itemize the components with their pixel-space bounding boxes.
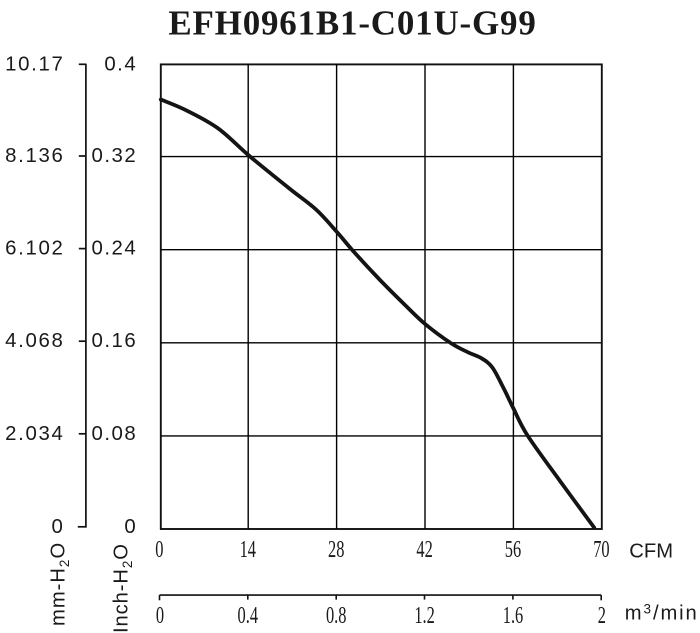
svg-text:m3/min: m3/min xyxy=(625,602,699,625)
svg-text:0.4: 0.4 xyxy=(238,601,259,629)
svg-text:0.32: 0.32 xyxy=(92,145,138,167)
svg-text:70: 70 xyxy=(593,535,609,563)
svg-text:0.16: 0.16 xyxy=(92,330,138,352)
svg-text:1.2: 1.2 xyxy=(414,601,434,629)
svg-text:0: 0 xyxy=(52,516,65,538)
svg-text:0.08: 0.08 xyxy=(92,423,138,445)
svg-text:CFM: CFM xyxy=(629,541,673,563)
svg-text:mm-H2O: mm-H2O xyxy=(47,542,72,626)
svg-text:EFH0961B1-C01U-G99: EFH0961B1-C01U-G99 xyxy=(168,4,536,43)
svg-text:0: 0 xyxy=(124,516,137,538)
svg-text:2.034: 2.034 xyxy=(5,423,65,445)
svg-text:42: 42 xyxy=(416,535,432,563)
svg-text:Inch-H2O: Inch-H2O xyxy=(110,543,134,633)
svg-text:2: 2 xyxy=(598,601,606,629)
svg-text:1.6: 1.6 xyxy=(503,601,523,629)
svg-text:4.068: 4.068 xyxy=(5,330,65,352)
svg-text:14: 14 xyxy=(240,535,257,563)
svg-text:10.17: 10.17 xyxy=(5,53,65,75)
svg-text:6.102: 6.102 xyxy=(5,238,65,260)
svg-text:56: 56 xyxy=(505,535,521,563)
svg-text:0.24: 0.24 xyxy=(92,238,138,260)
svg-text:28: 28 xyxy=(328,535,344,563)
svg-text:0: 0 xyxy=(156,601,164,629)
svg-text:0.8: 0.8 xyxy=(326,601,346,629)
svg-text:8.136: 8.136 xyxy=(5,145,65,167)
svg-text:0: 0 xyxy=(155,535,163,563)
svg-text:0.4: 0.4 xyxy=(104,53,137,75)
